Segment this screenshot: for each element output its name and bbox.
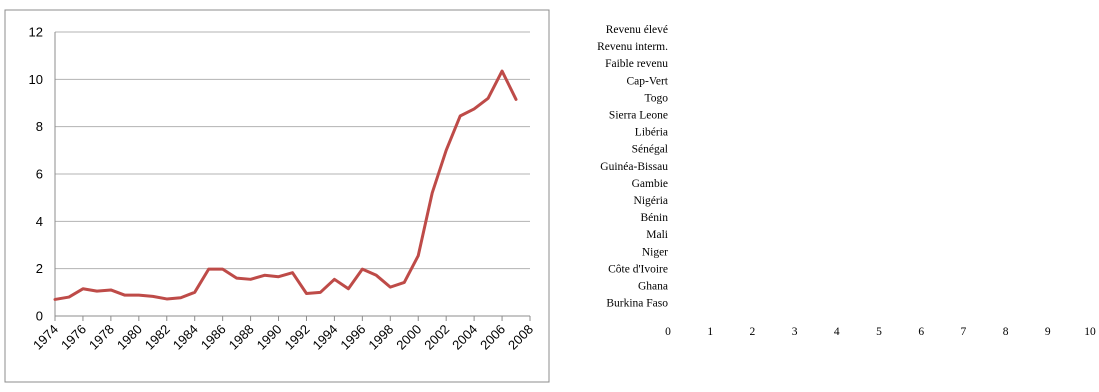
x-tick-label: 4 bbox=[834, 326, 840, 338]
category-label: Côte d'Ivoire bbox=[608, 263, 668, 275]
bar-chart-svg: Revenu élevé Revenu interm. Faible revenu C… bbox=[597, 24, 1096, 338]
category-label: Bénin bbox=[641, 212, 669, 224]
category-label: Cap-Vert bbox=[626, 75, 668, 87]
category-label: Ghana bbox=[638, 281, 668, 293]
x-tick-label: 2 bbox=[750, 326, 756, 338]
bar-chart: Revenu élevé Revenu interm. Faible revenu C… bbox=[560, 0, 1099, 387]
y-tick-label: 2 bbox=[36, 261, 43, 276]
x-tick-label: 6 bbox=[918, 326, 924, 338]
y-tick-label: 12 bbox=[29, 25, 43, 40]
x-tick-label: 8 bbox=[1003, 326, 1009, 338]
category-label: Guinéa-Bissau bbox=[600, 161, 668, 173]
y-tick-label: 10 bbox=[29, 72, 43, 87]
category-label: Sierra Leone bbox=[609, 110, 668, 122]
y-tick-label: 4 bbox=[36, 214, 43, 229]
x-tick-label: 1 bbox=[707, 326, 713, 338]
category-label: Gambie bbox=[632, 178, 668, 190]
x-tick-label: 5 bbox=[876, 326, 882, 338]
y-tick-label: 0 bbox=[36, 309, 43, 324]
category-label: Libéria bbox=[635, 127, 668, 139]
y-tick-label: 8 bbox=[36, 119, 43, 134]
category-label: Burkina Faso bbox=[606, 298, 668, 310]
category-label: Revenu interm. bbox=[597, 41, 668, 53]
category-label: Revenu élevé bbox=[606, 24, 668, 36]
x-tick-label: 0 bbox=[665, 326, 671, 338]
x-tick-label: 7 bbox=[961, 326, 967, 338]
category-label: Togo bbox=[645, 92, 669, 104]
category-label: Mali bbox=[646, 229, 668, 241]
x-tick-label: 3 bbox=[792, 326, 798, 338]
x-tick-label: 10 bbox=[1084, 326, 1096, 338]
y-tick-label: 6 bbox=[36, 167, 43, 182]
line-chart: 0 2 4 6 8 10 12 1974 1976 1978 1980 1982 1984 1986 198… bbox=[4, 9, 550, 383]
x-tick-label: 9 bbox=[1045, 326, 1051, 338]
category-label: Faible revenu bbox=[605, 58, 668, 70]
line-chart-svg: 0246810121974197619781980198219841986198… bbox=[4, 9, 550, 383]
category-label: Niger bbox=[642, 246, 668, 258]
category-label: Nigéria bbox=[634, 195, 668, 207]
series-line bbox=[53, 69, 518, 301]
chart-frame bbox=[4, 9, 550, 383]
category-label: Sénégal bbox=[632, 144, 668, 156]
